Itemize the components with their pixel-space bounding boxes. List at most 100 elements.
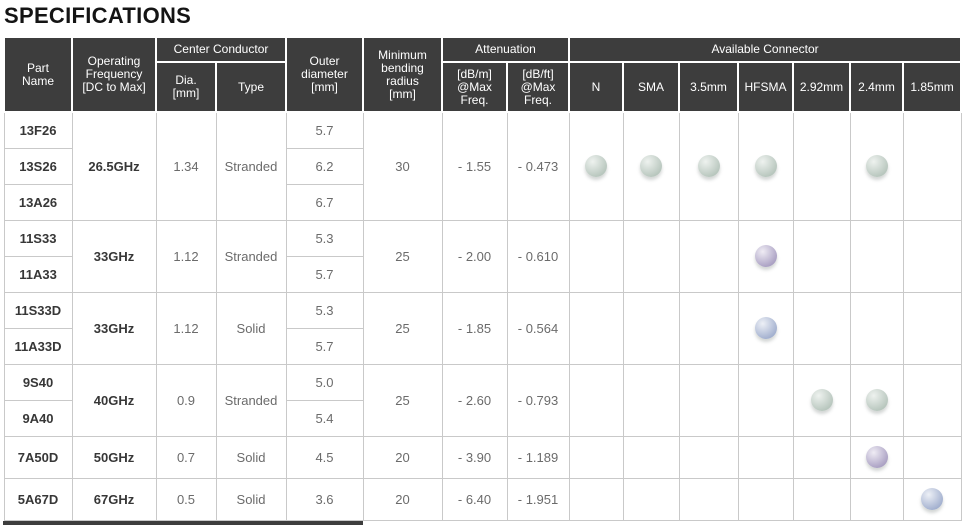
bending-radius-cell: 20 (362, 477, 443, 521)
connector-cell-2-92mm (792, 111, 851, 221)
header-connector-2-4mm: 2.4mm (849, 61, 904, 113)
table-row: 5A67D 67GHz 0.5 Solid 3.6 20- 6.40- 1.951 (3, 477, 962, 521)
connector-cell-n (568, 111, 624, 221)
part-name-cell: 11A33D (3, 327, 73, 365)
table-row: 11S33D 33GHz 1.12 Solid 5.3 25- 1.85- 0.564 (3, 291, 962, 365)
connector-dot-2-4mm (865, 446, 888, 468)
attenuation-db-m-cell: - 3.90 (441, 435, 508, 479)
outer-diameter-cell: 4.5 (285, 435, 364, 479)
connector-cell-hfsma (737, 363, 794, 437)
table-row: 11A33 5.7 (3, 255, 961, 293)
table-row: 9A40 5.4 (3, 399, 961, 437)
connector-cell-sma (622, 291, 680, 365)
attenuation-db-ft-cell: - 1.189 (506, 435, 570, 479)
table-body: 13F26 26.5GHz 1.34 Stranded 5.7 30- 1.55- 0.4… (3, 111, 962, 521)
connector-cell-n (568, 363, 624, 437)
connector-dot-hfsma (754, 245, 777, 267)
table-header: Part Name Operating Frequency [DC to Max]… (3, 36, 963, 113)
connector-cell-2-4mm (849, 435, 904, 479)
conductor-dia-cell: 0.7 (155, 435, 217, 479)
header-dia-mm: Dia. [mm] (155, 61, 217, 113)
bending-radius-cell: 25 (362, 363, 443, 437)
outer-diameter-cell: 3.6 (285, 477, 364, 521)
connector-cell-n (568, 219, 624, 293)
connector-dot-2-4mm (865, 155, 888, 178)
table-row: 13F26 26.5GHz 1.34 Stranded 5.7 30- 1.55- 0.4… (3, 111, 962, 221)
attenuation-db-ft-cell: - 0.610 (506, 219, 570, 293)
header-min-bending-radius: Minimum bending radius [mm] (362, 36, 443, 113)
header-db-per-ft: [dB/ft] @Max Freq. (506, 61, 570, 113)
connector-cell-2-4mm (849, 291, 904, 365)
attenuation-db-m-cell: - 2.60 (441, 363, 508, 437)
outer-diameter-cell: 6.7 (285, 183, 364, 221)
operating-frequency-cell: 33GHz (71, 291, 157, 365)
connector-dot-n (585, 155, 607, 178)
connector-cell-2-92mm (792, 291, 851, 365)
connector-cell-2-4mm (849, 477, 904, 521)
connector-cell-3-5mm (678, 111, 739, 221)
conductor-dia-cell: 1.34 (155, 111, 217, 221)
connector-cell-sma (622, 477, 680, 521)
header-part-name: Part Name (3, 36, 73, 113)
header-db-per-m: [dB/m] @Max Freq. (441, 61, 508, 113)
conductor-type-cell: Solid (215, 477, 287, 521)
table-row: 11S33 33GHz 1.12 Stranded 5.3 25- 2.00- 0.610 (3, 219, 962, 293)
conductor-type-cell: Stranded (215, 111, 287, 221)
header-connector-2-92mm: 2.92mm (792, 61, 851, 113)
outer-diameter-cell: 6.2 (285, 147, 364, 185)
specifications-table: Part Name Operating Frequency [DC to Max]… (3, 36, 963, 521)
bending-radius-cell: 25 (362, 291, 443, 365)
header-operating-frequency: Operating Frequency [DC to Max] (71, 36, 157, 113)
connector-cell-2-4mm (849, 111, 904, 221)
attenuation-db-ft-cell: - 0.793 (506, 363, 570, 437)
conductor-type-cell: Stranded (215, 219, 287, 293)
outer-diameter-cell: 5.7 (285, 111, 364, 149)
attenuation-db-m-cell: - 2.00 (441, 219, 508, 293)
connector-cell-hfsma (737, 291, 794, 365)
part-name-cell: 9A40 (3, 399, 73, 437)
connector-cell-1-85mm (902, 477, 962, 521)
attenuation-db-ft-cell: - 0.473 (506, 111, 570, 221)
operating-frequency-cell: 67GHz (71, 477, 157, 521)
header-connector-hfsma: HFSMA (737, 61, 794, 113)
connector-dot-2-92mm (810, 389, 833, 411)
connector-cell-n (568, 291, 624, 365)
attenuation-db-m-cell: - 1.55 (441, 111, 508, 221)
connector-cell-2-92mm (792, 219, 851, 293)
connector-cell-2-92mm (792, 435, 851, 479)
table-row: 9S40 40GHz 0.9 Stranded 5.0 25- 2.60- 0.793 (3, 363, 962, 437)
connector-cell-sma (622, 363, 680, 437)
page-title: SPECIFICATIONS (4, 3, 192, 28)
bending-radius-cell: 20 (362, 435, 443, 479)
operating-frequency-cell: 26.5GHz (71, 111, 157, 221)
connector-cell-3-5mm (678, 435, 739, 479)
connector-cell-hfsma (737, 111, 794, 221)
header-center-conductor: Center Conductor (155, 36, 287, 63)
connector-cell-1-85mm (902, 291, 962, 365)
part-name-cell: 5A67D (3, 477, 73, 521)
outer-diameter-cell: 5.7 (285, 255, 364, 293)
connector-cell-1-85mm (902, 219, 962, 293)
connector-cell-3-5mm (678, 477, 739, 521)
table-row: 13A26 6.7 (3, 183, 961, 221)
connector-cell-3-5mm (678, 219, 739, 293)
operating-frequency-cell: 33GHz (71, 219, 157, 293)
connector-cell-hfsma (737, 219, 794, 293)
operating-frequency-cell: 40GHz (71, 363, 157, 437)
conductor-type-cell: Stranded (215, 363, 287, 437)
connector-cell-1-85mm (902, 435, 962, 479)
header-available-connector: Available Connector (567, 36, 963, 63)
part-name-cell: 13F26 (3, 111, 73, 149)
part-name-cell: 11A33 (3, 255, 73, 293)
bending-radius-cell: 25 (362, 219, 443, 293)
connector-dot-sma (640, 155, 662, 178)
connector-dot-3-5mm (697, 155, 720, 178)
connector-dot-2-4mm (865, 389, 888, 411)
outer-diameter-cell: 5.4 (285, 399, 364, 437)
outer-diameter-cell: 5.3 (285, 219, 364, 257)
connector-cell-2-4mm (849, 363, 904, 437)
header-outer-diameter: Outer diameter [mm] (285, 36, 364, 113)
connector-cell-sma (622, 435, 680, 479)
connector-cell-n (568, 477, 624, 521)
